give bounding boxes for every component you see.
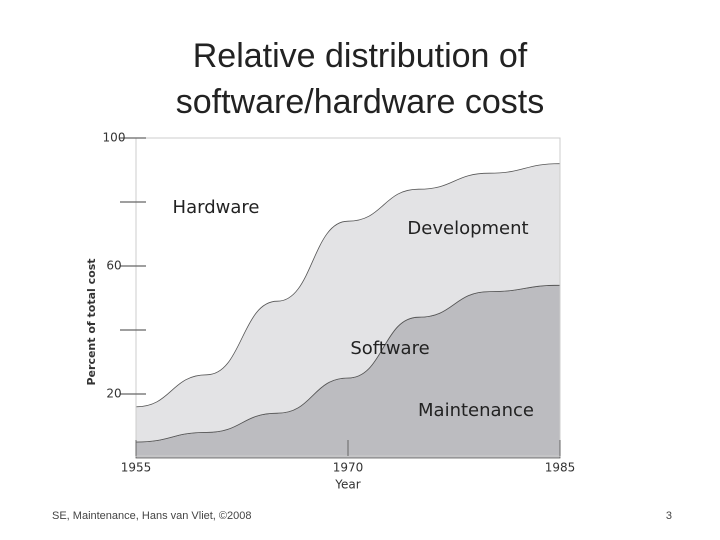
chart-title: software/hardware costs [176,83,545,121]
chart-title: Relative distribution of [193,37,528,75]
y-axis-label: Percent of total cost [85,259,98,386]
x-tick-label: 1985 [545,461,576,475]
annotation: Hardware [173,197,260,218]
x-tick-label: 1970 [333,461,364,475]
page-number: 3 [666,510,672,522]
x-tick-label: 1955 [121,461,152,475]
footer-source: SE, Maintenance, Hans van Vliet, ©2008 [52,510,252,522]
y-tick-label: 100 [103,131,126,145]
x-axis-label: Year [334,478,360,492]
series-label: Maintenance [418,400,534,421]
y-tick-label: 60 [106,259,121,273]
area [135,163,561,443]
series-label: Development [407,218,528,239]
y-tick-label: 20 [106,387,121,401]
annotation: Software [350,338,429,359]
